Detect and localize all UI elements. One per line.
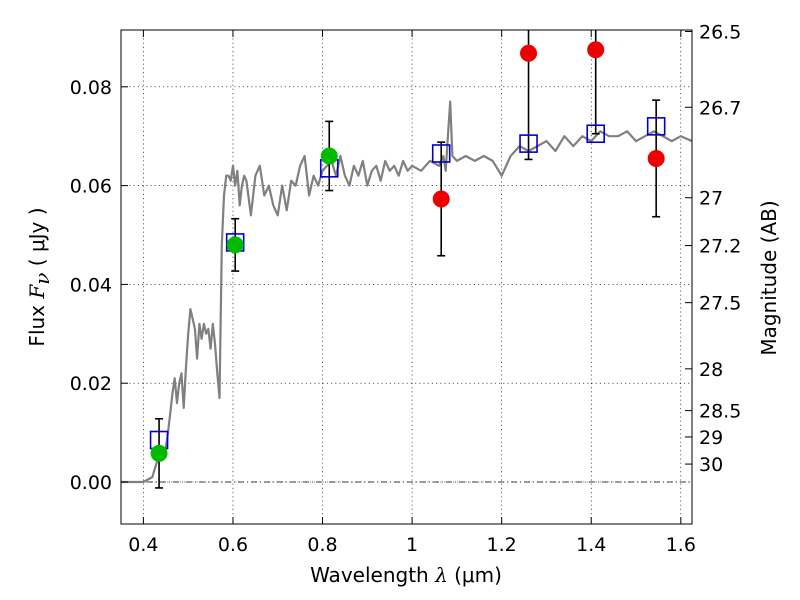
y-tick-label: 0.02 xyxy=(70,373,112,395)
model-spectrum-line xyxy=(121,100,692,484)
magnitude-tick-label: 27.2 xyxy=(699,236,741,258)
magnitude-tick-label: 29 xyxy=(699,427,723,449)
model-photometry-square xyxy=(431,144,451,163)
upper-limit-point xyxy=(587,41,605,59)
magnitude-tick-label: 28 xyxy=(699,359,723,381)
model-photometry-square xyxy=(646,117,666,136)
x-tick-label: 1.4 xyxy=(576,534,606,556)
y-tick-labels: 0.00 0.02 0.04 0.06 0.08 xyxy=(70,77,112,494)
magnitude-tick-label: 30 xyxy=(699,454,723,476)
model-photometry-square xyxy=(586,124,606,144)
upper-limit-point xyxy=(647,149,665,167)
detection-point xyxy=(150,444,168,462)
magnitude-tick-label: 26.5 xyxy=(699,21,741,43)
upper-limit-point xyxy=(520,44,538,62)
magnitude-tick-labels: 26.5 26.7 27 27.2 27.5 28 28.5 29 30 xyxy=(699,21,741,476)
x-tick-label: 1.6 xyxy=(666,534,696,556)
x-tick-label: 0.4 xyxy=(128,534,158,556)
magnitude-tick-label: 27.5 xyxy=(699,293,741,315)
magnitude-tick-label: 28.5 xyxy=(699,401,741,423)
upper-limit-point xyxy=(432,190,450,208)
x-axis-label: Wavelength λ (μm) xyxy=(310,563,502,587)
axis-ticks xyxy=(121,30,692,524)
y-tick-label: 0.00 xyxy=(70,472,112,494)
x-tick-labels: 0.4 0.6 0.8 1 1.2 1.4 1.6 xyxy=(128,534,696,556)
grid xyxy=(121,30,692,524)
y-axis-label: Flux Fν ( μJy ) xyxy=(25,207,54,346)
detection-point xyxy=(320,147,338,165)
magnitude-tick-label: 26.7 xyxy=(699,97,741,119)
y-tick-label: 0.06 xyxy=(70,176,112,198)
model-photometry-square xyxy=(519,134,538,153)
x-tick-label: 1 xyxy=(406,534,418,556)
measurement-points xyxy=(150,41,665,462)
x-tick-label: 0.8 xyxy=(307,534,337,556)
plot-frame xyxy=(120,29,693,525)
detection-point xyxy=(226,236,244,254)
y-tick-label: 0.08 xyxy=(70,77,112,99)
right-axis-label: Magnitude (AB) xyxy=(757,200,781,355)
x-tick-label: 0.6 xyxy=(218,534,248,556)
magnitude-tick-label: 27 xyxy=(699,188,723,210)
x-tick-label: 1.2 xyxy=(487,534,517,556)
y-tick-label: 0.04 xyxy=(70,274,112,296)
